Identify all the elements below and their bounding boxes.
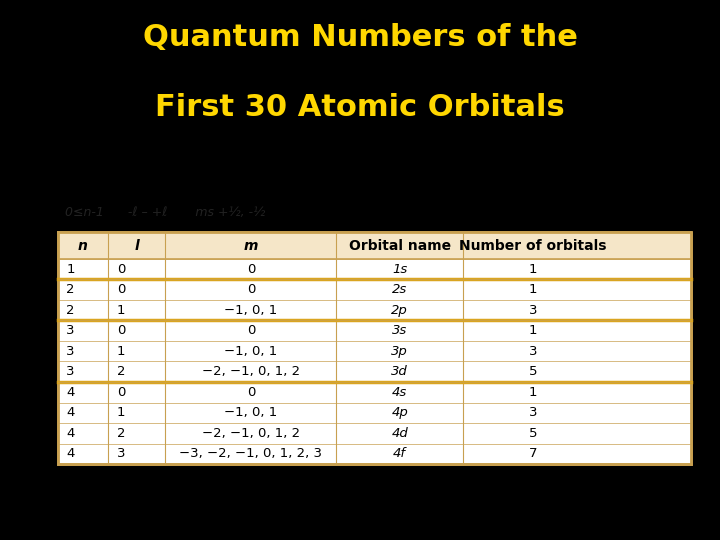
Text: 3: 3: [528, 406, 537, 419]
Text: 3: 3: [66, 345, 75, 357]
Text: −1, 0, 1: −1, 0, 1: [224, 303, 277, 316]
Text: 3: 3: [528, 345, 537, 357]
Text: Number of orbitals: Number of orbitals: [459, 239, 606, 253]
Text: Orbital name: Orbital name: [348, 239, 451, 253]
Text: −3, −2, −1, 0, 1, 2, 3: −3, −2, −1, 0, 1, 2, 3: [179, 447, 323, 460]
Text: 4: 4: [66, 406, 75, 419]
Text: 0: 0: [117, 283, 125, 296]
FancyBboxPatch shape: [58, 300, 691, 320]
Text: 4d: 4d: [392, 427, 408, 440]
Text: 1: 1: [528, 283, 537, 296]
FancyBboxPatch shape: [58, 443, 691, 464]
Text: −1, 0, 1: −1, 0, 1: [224, 345, 277, 357]
FancyBboxPatch shape: [58, 382, 691, 402]
Text: 4s: 4s: [392, 386, 408, 399]
FancyBboxPatch shape: [58, 232, 691, 259]
FancyBboxPatch shape: [58, 423, 691, 443]
Text: 0: 0: [247, 386, 255, 399]
Text: l: l: [135, 239, 139, 253]
Text: 4: 4: [66, 386, 75, 399]
Text: −2, −1, 0, 1, 2: −2, −1, 0, 1, 2: [202, 365, 300, 378]
Text: m: m: [243, 239, 258, 253]
Text: 2: 2: [117, 365, 125, 378]
Text: 3: 3: [66, 365, 75, 378]
Text: 0: 0: [117, 386, 125, 399]
FancyBboxPatch shape: [58, 361, 691, 382]
Text: 2: 2: [66, 283, 75, 296]
FancyBboxPatch shape: [58, 341, 691, 361]
Text: 3: 3: [66, 324, 75, 337]
Text: −1, 0, 1: −1, 0, 1: [224, 406, 277, 419]
Text: 4f: 4f: [393, 447, 406, 460]
Text: 0: 0: [247, 324, 255, 337]
Text: First 30 Atomic Orbitals: First 30 Atomic Orbitals: [155, 93, 565, 123]
Text: 2s: 2s: [392, 283, 408, 296]
FancyBboxPatch shape: [58, 402, 691, 423]
FancyBboxPatch shape: [58, 320, 691, 341]
Text: 4p: 4p: [392, 406, 408, 419]
Text: 1s: 1s: [392, 262, 408, 275]
Text: −2, −1, 0, 1, 2: −2, −1, 0, 1, 2: [202, 427, 300, 440]
Text: 2: 2: [66, 303, 75, 316]
Text: 3: 3: [117, 447, 125, 460]
FancyBboxPatch shape: [58, 232, 691, 464]
Text: Quantum Numbers of the: Quantum Numbers of the: [143, 23, 577, 52]
Text: 5: 5: [528, 427, 537, 440]
Text: 1: 1: [117, 406, 125, 419]
Text: 5: 5: [528, 365, 537, 378]
Text: 3d: 3d: [392, 365, 408, 378]
Text: 1: 1: [528, 262, 537, 275]
Text: 0: 0: [247, 262, 255, 275]
FancyBboxPatch shape: [58, 259, 691, 279]
Text: 7: 7: [528, 447, 537, 460]
Text: 0≤n-1      -ℓ – +ℓ       ms +½, -½: 0≤n-1 -ℓ – +ℓ ms +½, -½: [65, 206, 265, 219]
Text: 3s: 3s: [392, 324, 408, 337]
Text: 0: 0: [247, 283, 255, 296]
Text: 1: 1: [117, 303, 125, 316]
Text: 1: 1: [117, 345, 125, 357]
Text: 3: 3: [528, 303, 537, 316]
Text: 3p: 3p: [392, 345, 408, 357]
Text: 0: 0: [117, 262, 125, 275]
Text: 1: 1: [66, 262, 75, 275]
Text: 0: 0: [117, 324, 125, 337]
FancyBboxPatch shape: [58, 279, 691, 300]
Text: 1: 1: [528, 324, 537, 337]
Text: 1: 1: [528, 386, 537, 399]
Text: 2: 2: [117, 427, 125, 440]
Text: 4: 4: [66, 447, 75, 460]
Text: n: n: [78, 239, 88, 253]
Text: 4: 4: [66, 427, 75, 440]
Text: 2p: 2p: [392, 303, 408, 316]
